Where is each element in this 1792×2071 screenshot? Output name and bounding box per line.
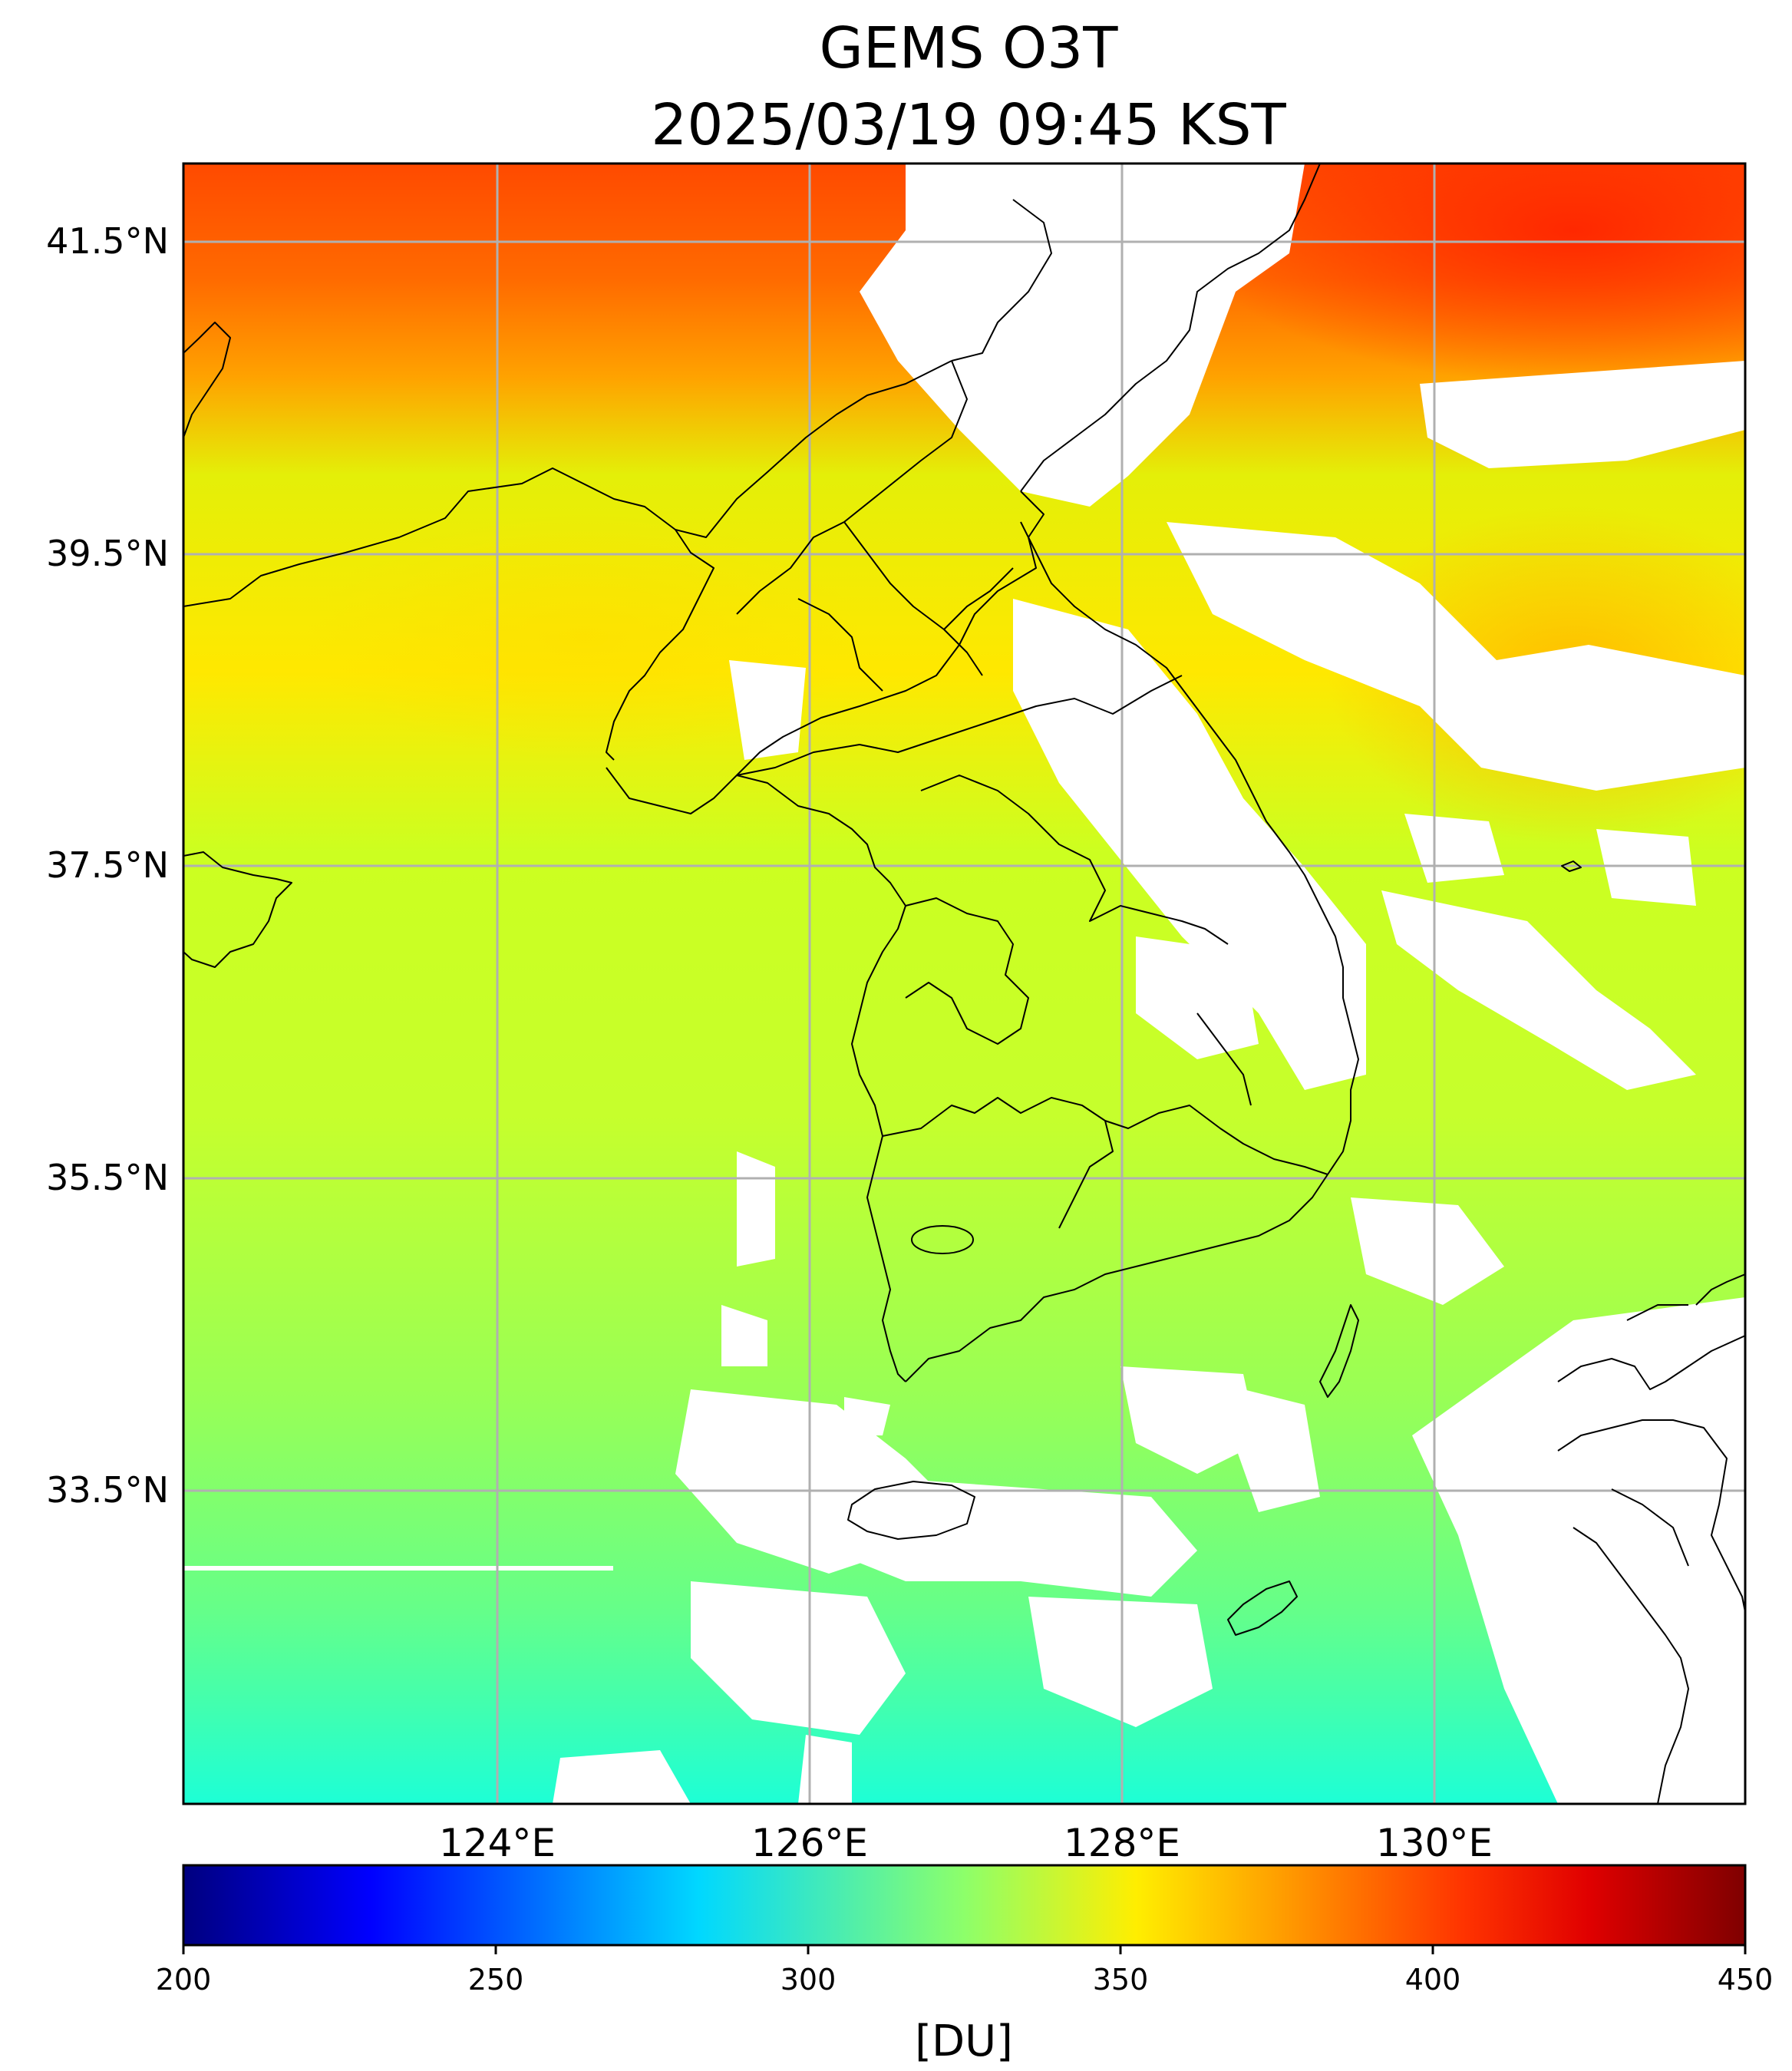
map-panel <box>183 164 1745 1804</box>
colorbar-tick-label: 350 <box>1093 1963 1149 1997</box>
gridlines <box>183 164 1745 1804</box>
lon-tick-label: 124°E <box>439 1821 556 1865</box>
coast-china-north <box>183 360 952 607</box>
goto-islands <box>1227 1580 1298 1636</box>
boundary-provinces <box>882 775 1328 1229</box>
jeju-island <box>847 1481 975 1540</box>
ulleung-island <box>1561 860 1582 872</box>
nodata-regions <box>553 164 1745 1804</box>
coast-korea-east <box>1020 521 1359 1175</box>
colorbar-gradient <box>182 1864 1747 1947</box>
lake-gwangju <box>911 1225 974 1254</box>
colorbar-tick-label: 200 <box>156 1963 212 1997</box>
colorbar-tick-labels: 200 250 300 350 400 450 <box>156 1963 1774 1997</box>
lat-tick-label: 35.5°N <box>46 1157 169 1198</box>
coast-liaodong <box>606 529 714 761</box>
colorbar-tick-label: 400 <box>1405 1963 1461 1997</box>
lon-tick-label: 128°E <box>1064 1821 1180 1865</box>
honshu-coast <box>1626 1273 1745 1321</box>
coast-korea-west <box>606 199 1052 814</box>
coast-china-shandong <box>183 851 292 968</box>
boundary-dmz <box>736 675 1183 776</box>
colorbar: 200 250 300 350 400 450 [DU] <box>156 1864 1774 2066</box>
coast-korea-west-lower <box>736 775 906 1382</box>
map-title-line1: GEMS O3T <box>820 15 1119 81</box>
kyushu-coast <box>1557 1335 1745 1804</box>
lat-tick-label: 37.5°N <box>46 844 169 886</box>
lon-tick-label: 126°E <box>751 1821 868 1865</box>
colorbar-tick-label: 300 <box>780 1963 837 1997</box>
map-title-line2: 2025/03/19 09:45 KST <box>651 92 1286 158</box>
coastlines <box>183 164 1745 1804</box>
lat-tick-labels: 41.5°N 39.5°N 37.5°N 35.5°N 33.5°N <box>46 220 169 1511</box>
coast-china-ne-edge <box>183 322 231 438</box>
lon-tick-label: 130°E <box>1376 1821 1493 1865</box>
colorbar-tick-label: 250 <box>468 1963 524 1997</box>
lat-tick-label: 41.5°N <box>46 220 169 262</box>
high-ozone-northeast <box>1190 164 1745 384</box>
tsushima-island <box>1319 1304 1359 1398</box>
lat-tick-label: 39.5°N <box>46 533 169 574</box>
lat-tick-label: 33.5°N <box>46 1469 169 1511</box>
colorbar-tick-label: 450 <box>1718 1963 1774 1997</box>
boundary-nk-china <box>1020 164 1321 492</box>
coast-korea-south <box>905 1174 1328 1382</box>
nodata-stripe <box>183 1566 613 1571</box>
colorbar-unit-label: [DU] <box>915 2016 1013 2066</box>
lon-tick-labels: 124°E 126°E 128°E 130°E <box>439 1821 1493 1865</box>
colorbar-ticks <box>182 1945 1747 1954</box>
map-frame <box>182 162 1747 1805</box>
high-ozone-west <box>307 514 860 760</box>
boundary-nk-provinces <box>736 360 1014 692</box>
